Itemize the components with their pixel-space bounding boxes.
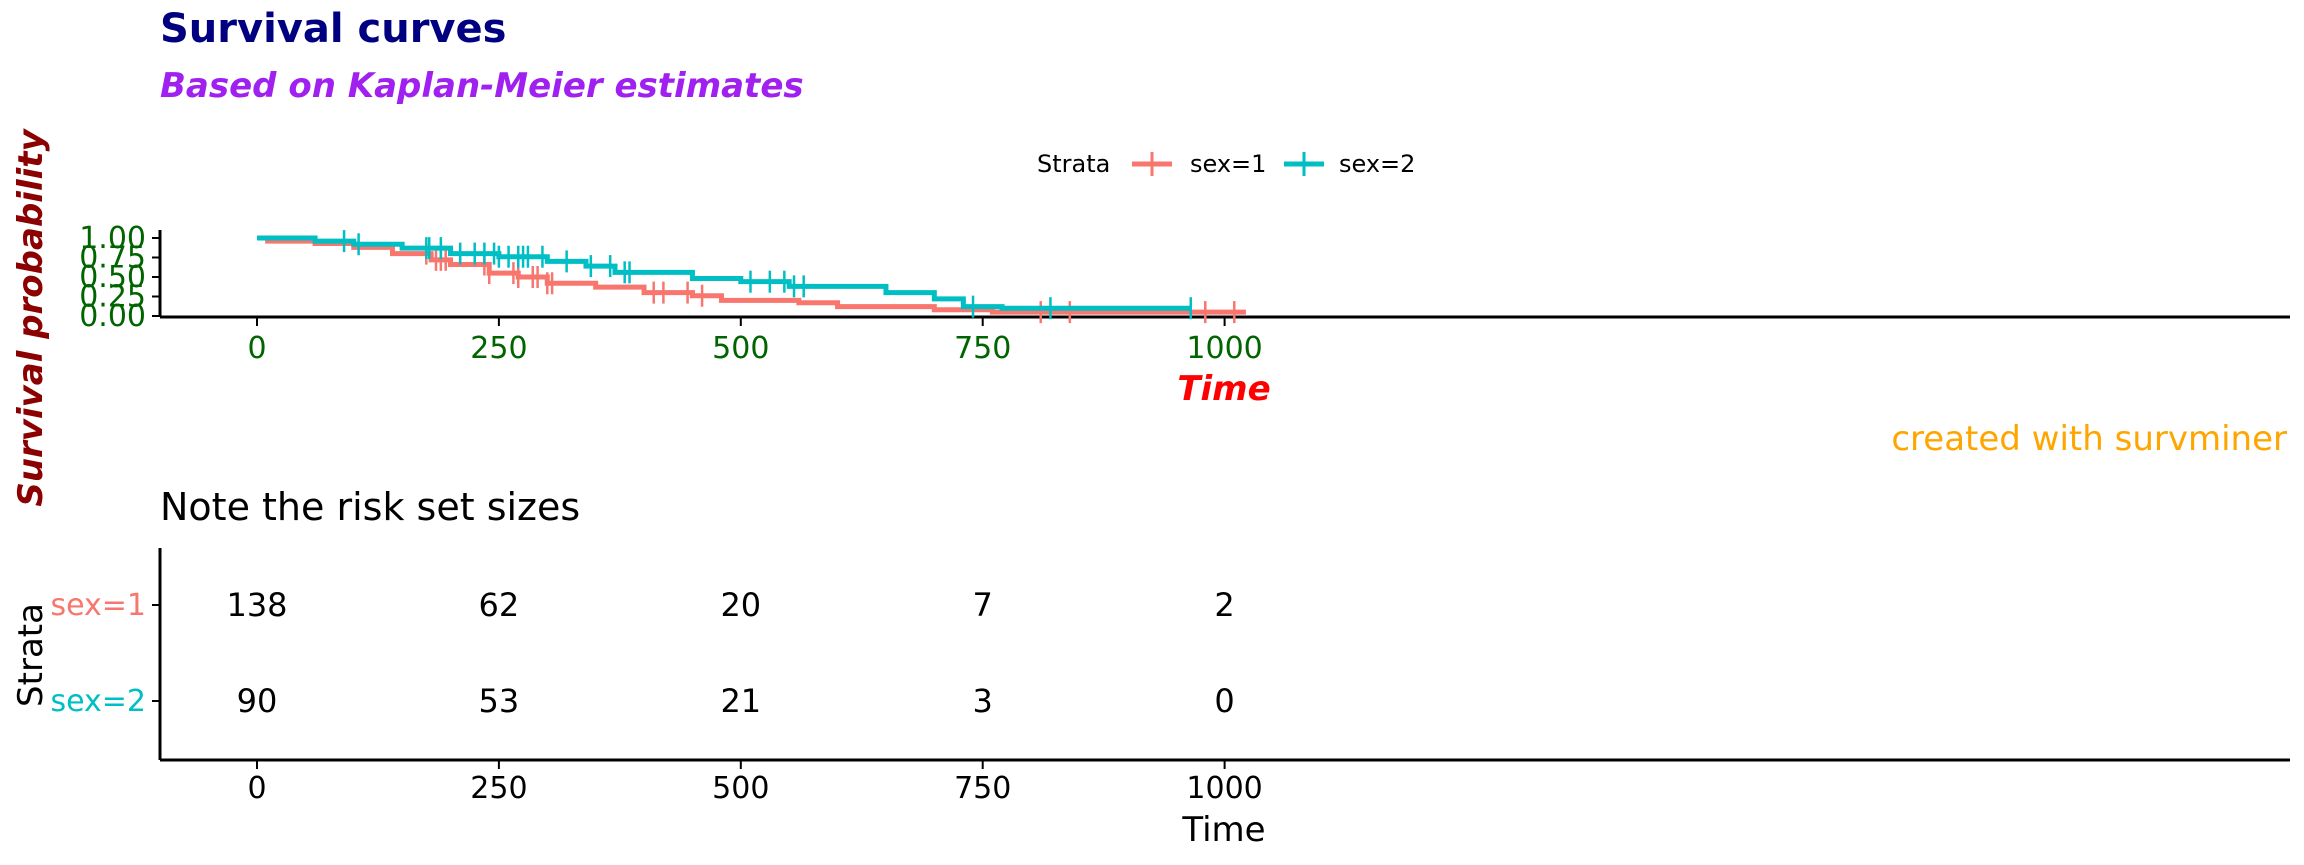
y-tick-label: 0.25 bbox=[79, 280, 146, 315]
risk-cell: 21 bbox=[720, 682, 761, 720]
y-tick-label: 0.75 bbox=[79, 241, 146, 276]
legend-label-sex1: sex=1 bbox=[1190, 150, 1266, 178]
risk-x-tick-label: 750 bbox=[954, 771, 1011, 806]
survival-axes: 0.000.250.500.751.00 0 250 500 750 1000 bbox=[79, 221, 2290, 366]
risk-y-axis-title: Strata bbox=[11, 603, 51, 707]
legend: Strata sex=1 sex=2 bbox=[1037, 150, 1415, 178]
risk-cell: 2 bbox=[1214, 586, 1234, 624]
risk-x-axis-title: Time bbox=[1181, 810, 1265, 850]
risk-x-tick-label: 500 bbox=[712, 771, 769, 806]
legend-title: Strata bbox=[1037, 150, 1110, 178]
risk-cell: 138 bbox=[226, 586, 287, 624]
x-tick-label: 500 bbox=[712, 331, 769, 366]
y-tick-label: 0.50 bbox=[79, 260, 146, 295]
x-tick-label: 250 bbox=[470, 331, 527, 366]
km-curve-sex2 bbox=[257, 235, 1191, 311]
risk-cell: 20 bbox=[720, 586, 761, 624]
chart-title: Survival curves bbox=[160, 6, 506, 52]
survival-curves bbox=[257, 230, 1246, 324]
legend-key-sex2 bbox=[1284, 152, 1324, 176]
risk-x-tick-label: 250 bbox=[470, 771, 527, 806]
risk-cell: 90 bbox=[237, 682, 278, 720]
risk-cell: 0 bbox=[1214, 682, 1234, 720]
risk-x-tick-label: 0 bbox=[247, 771, 266, 806]
risk-row-label: sex=1 bbox=[50, 588, 146, 623]
x-axis-title: Time bbox=[1177, 369, 1270, 409]
risk-table-cells: 138 62 20 7 2 90 53 21 3 0 bbox=[226, 586, 1234, 720]
legend-key-sex1 bbox=[1132, 152, 1172, 176]
y-tick-label: 1.00 bbox=[79, 221, 146, 256]
caption: created with survminer bbox=[1891, 419, 2287, 459]
risk-row-label: sex=2 bbox=[50, 684, 146, 719]
x-tick-label: 750 bbox=[954, 331, 1011, 366]
chart-subtitle: Based on Kaplan-Meier estimates bbox=[160, 66, 804, 106]
x-tick-label: 1000 bbox=[1186, 331, 1262, 366]
risk-table-axes: 0 250 500 750 1000 sex=1 sex=2 bbox=[50, 548, 2290, 806]
risk-cell: 62 bbox=[479, 586, 520, 624]
risk-cell: 3 bbox=[973, 682, 993, 720]
risk-table-title: Note the risk set sizes bbox=[160, 485, 580, 529]
risk-cell: 7 bbox=[973, 586, 993, 624]
y-axis-title: Survival probability bbox=[11, 127, 51, 506]
x-tick-label: 0 bbox=[247, 331, 266, 366]
risk-cell: 53 bbox=[479, 682, 520, 720]
risk-x-tick-label: 1000 bbox=[1186, 771, 1262, 806]
y-tick-label: 0.00 bbox=[79, 299, 146, 334]
legend-label-sex2: sex=2 bbox=[1339, 150, 1415, 178]
